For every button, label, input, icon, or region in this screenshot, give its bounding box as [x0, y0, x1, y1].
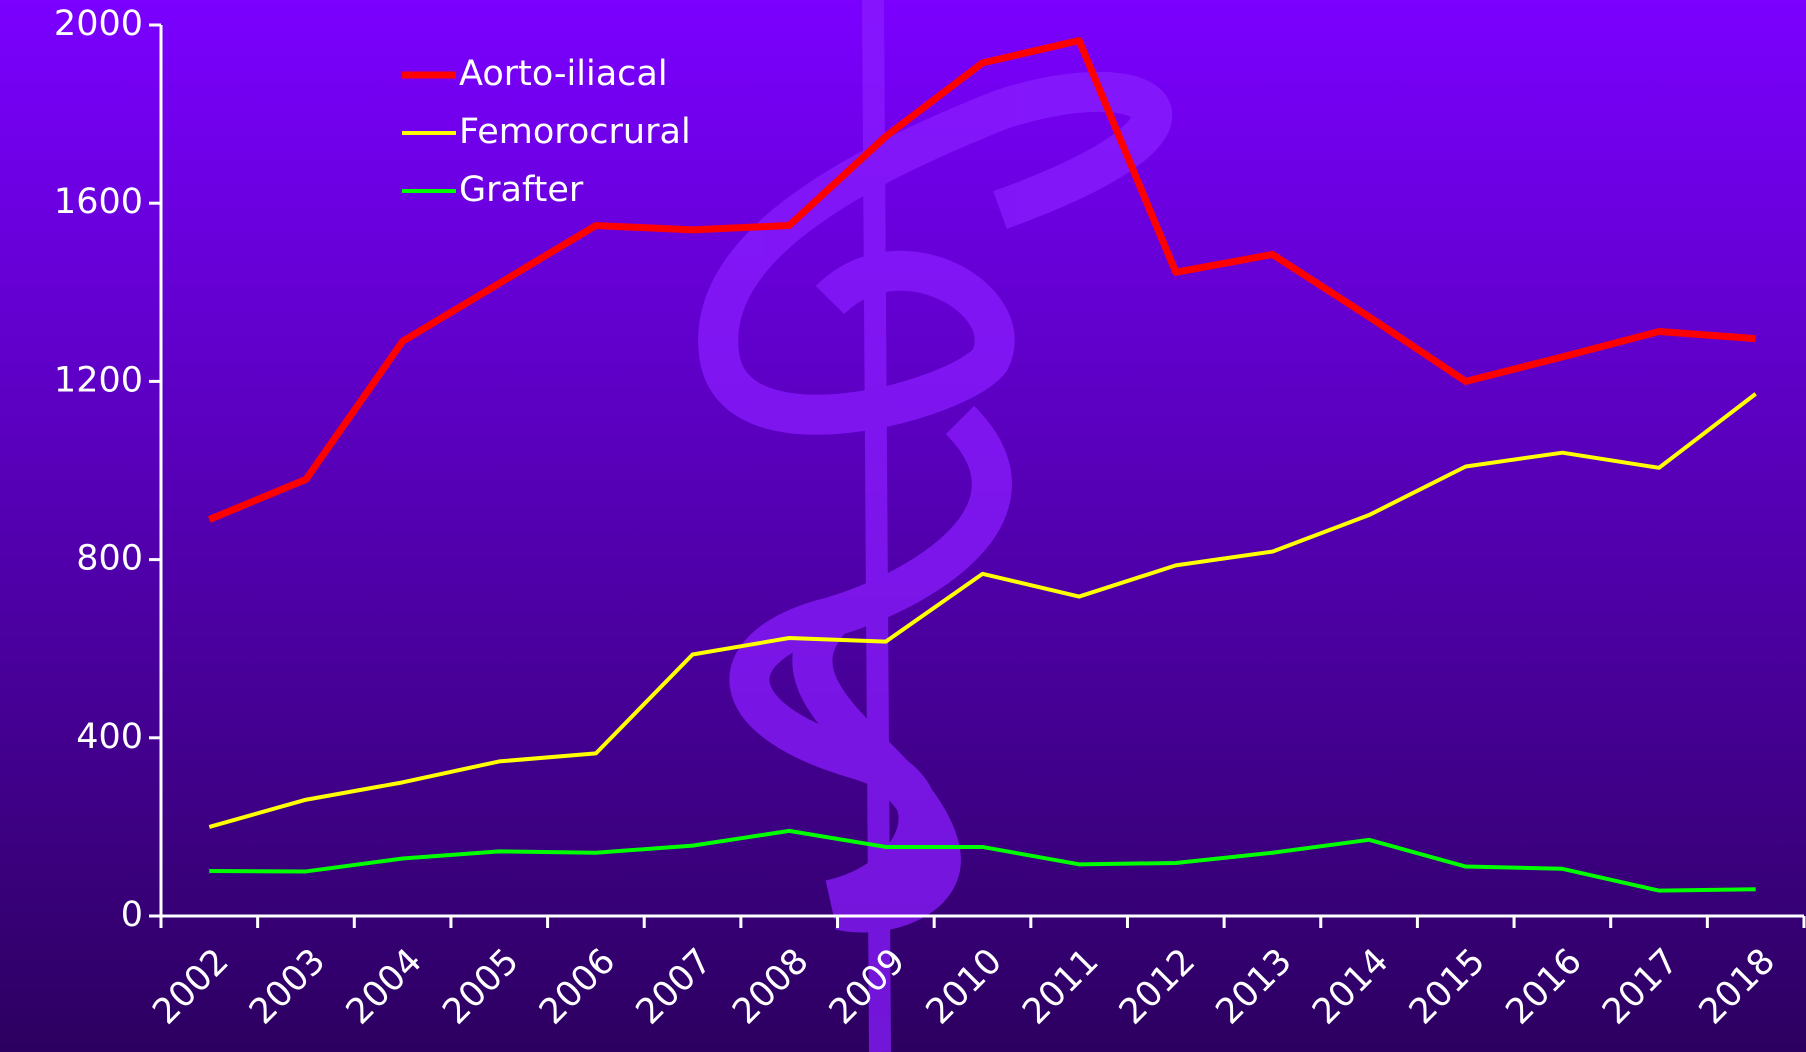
y-tick-label: 0 [121, 895, 143, 935]
legend-label: Grafter [459, 170, 584, 210]
legend-label: Aorto-iliacal [459, 54, 668, 94]
y-tick-label: 800 [76, 539, 143, 579]
y-tick-label: 2000 [54, 4, 143, 44]
chart: 0400800120016002000200220032004200520062… [0, 0, 1806, 1052]
y-tick-label: 1200 [54, 360, 143, 400]
y-tick-label: 400 [76, 717, 143, 757]
legend-label: Femorocrural [459, 112, 691, 152]
y-tick-label: 1600 [54, 182, 143, 222]
